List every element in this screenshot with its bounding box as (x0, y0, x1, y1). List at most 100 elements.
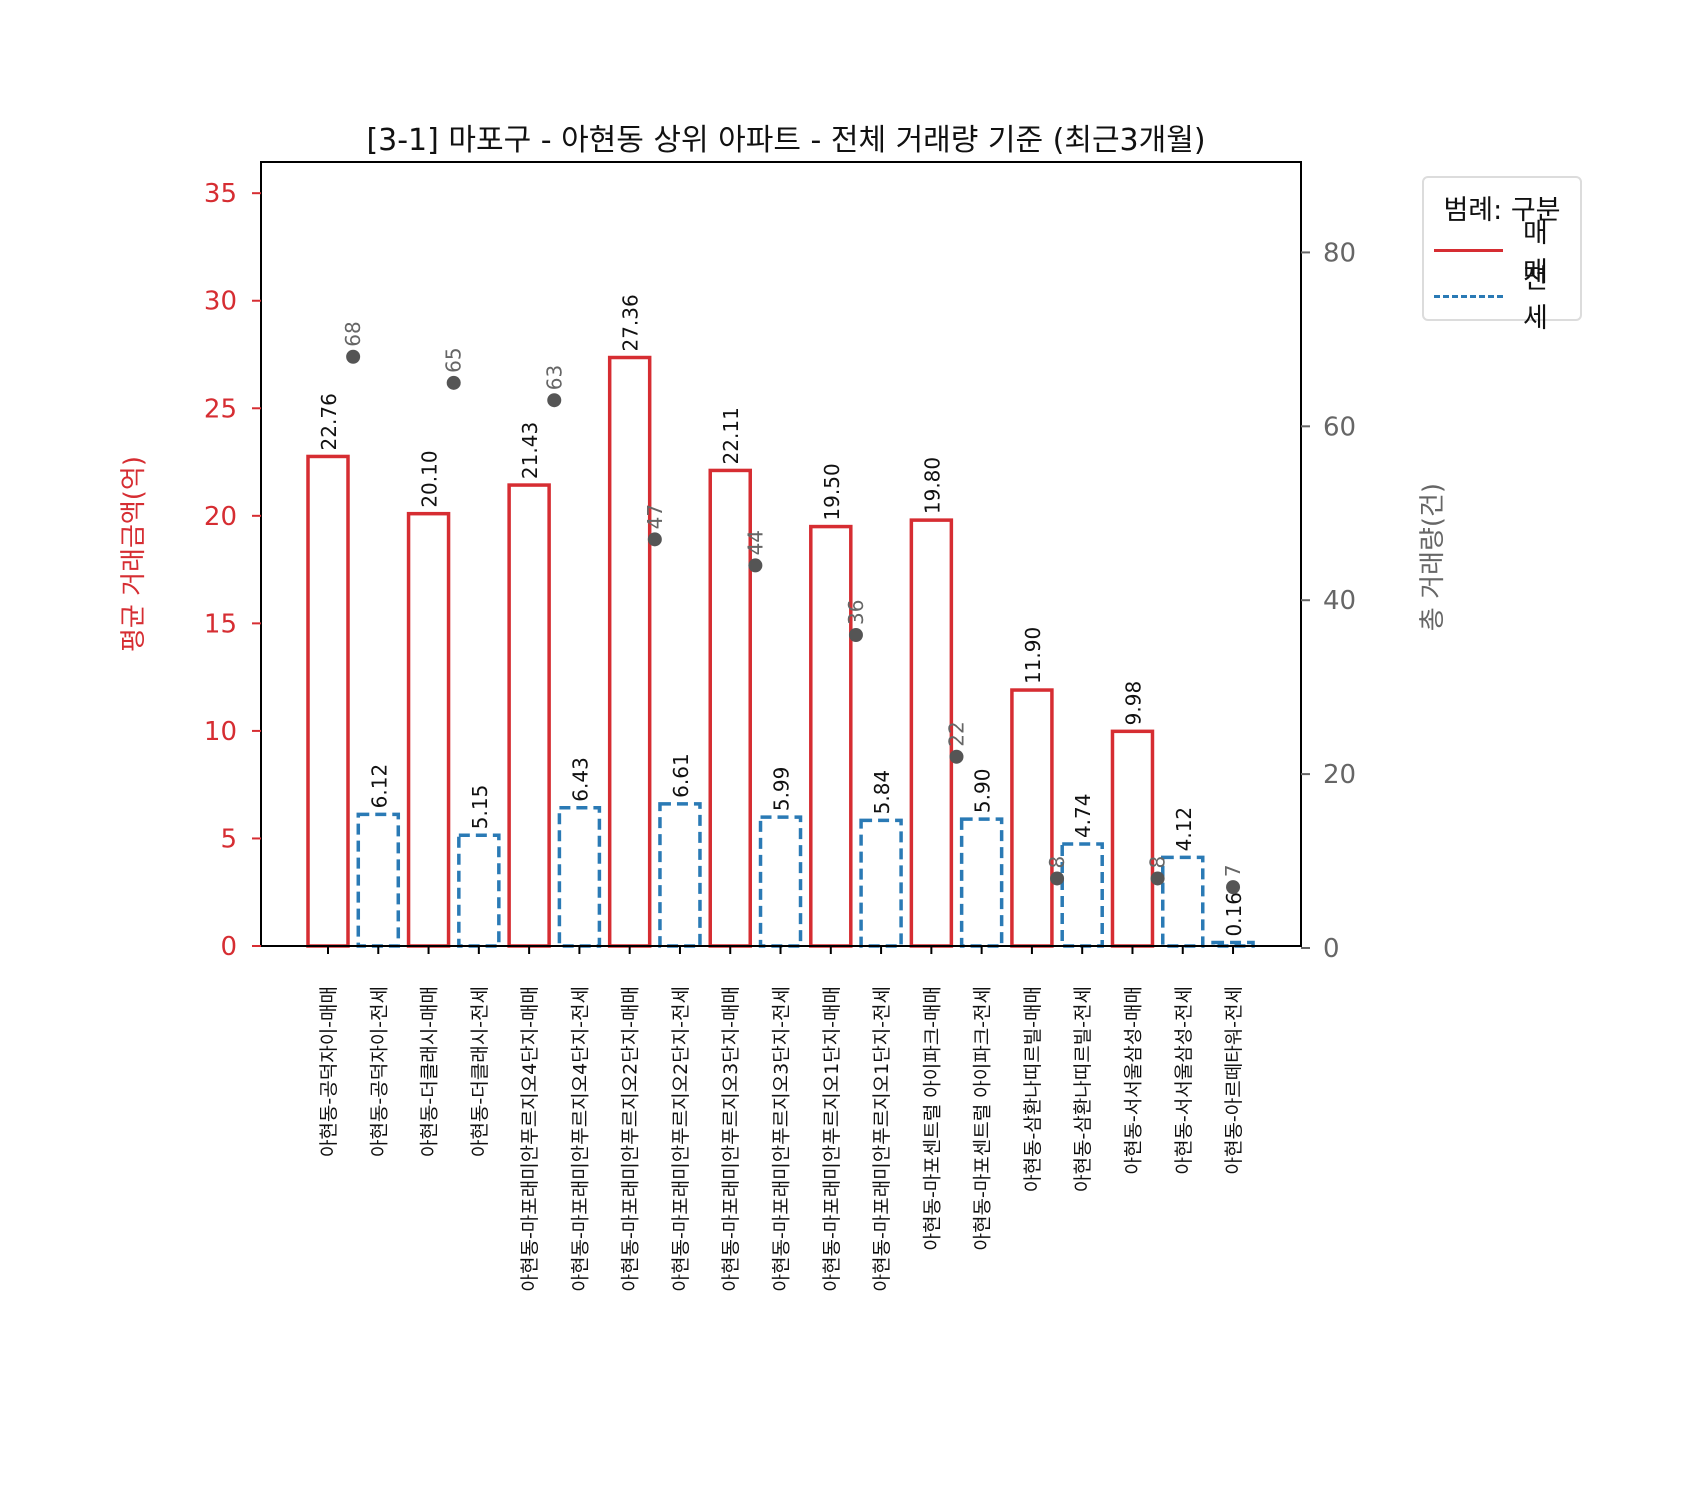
count-dot (547, 393, 562, 408)
left-tick-label: 0 (220, 932, 237, 962)
legend-title: 범례: 구분 (1443, 195, 1561, 226)
bar-value-label: 5.90 (971, 769, 995, 814)
count-dot (748, 558, 763, 573)
jeonse-bar (758, 815, 803, 948)
legend-item-jeonse: 전세 (1434, 264, 1572, 334)
x-tick-label: 아현동-공덕자이-전세 (368, 986, 390, 1157)
x-tick-label: 아현동-마포래미안푸르지오1단지-매매 (821, 986, 843, 1291)
jeonse-bar (356, 812, 401, 948)
bar-value-label: 22.11 (719, 407, 743, 464)
jeonse-bar (1161, 855, 1205, 948)
bar-value-label: 4.12 (1172, 807, 1196, 852)
x-tick-label: 아현동-서서울삼성-매매 (1122, 986, 1144, 1175)
x-tick-label: 아현동-마포래미안푸르지오2단지-매매 (620, 986, 642, 1291)
sale-bar (306, 454, 350, 948)
count-dot (1050, 871, 1065, 886)
count-dot (1150, 871, 1165, 886)
bar-value-label: 5.15 (468, 785, 492, 830)
legend-solid-line-icon (1434, 248, 1504, 252)
bar-value-label: 5.84 (870, 770, 894, 815)
left-y-axis-label: 평균 거래금액(억) (119, 456, 149, 652)
right-y-axis: 0 20 40 60 80 (1301, 238, 1356, 964)
right-tick-label: 60 (1323, 412, 1356, 442)
jeonse-bar (859, 818, 903, 948)
right-tick-label: 80 (1323, 238, 1356, 268)
chart-title: [3-1] 마포구 - 아현동 상위 아파트 - 전체 거래량 기준 (최근3개… (366, 123, 1205, 158)
jeonse-bar (1211, 940, 1255, 948)
bar-value-label: 19.80 (920, 457, 944, 514)
left-tick-label: 30 (204, 287, 237, 317)
bar-value-label: 19.50 (820, 463, 844, 520)
x-tick-label: 아현동-마포센트럴 아이파크-매매 (921, 986, 943, 1250)
count-value-label: 8 (1045, 856, 1069, 869)
count-dot (848, 627, 863, 642)
x-tick-label: 아현동-아르떼타워-전세 (1223, 986, 1245, 1175)
bar-value-label: 0.16 (1222, 892, 1246, 937)
jeonse-bar (658, 802, 702, 948)
x-tick-label: 아현동-서서울삼성-전세 (1173, 986, 1195, 1175)
x-tick-label: 아현동-삼환나띠르빌-전세 (1072, 986, 1094, 1192)
jeonse-bar (557, 805, 602, 948)
plot-area: 22.76 6.12 20.10 5.15 21.43 6.43 27.36 6.61 22.1… (306, 294, 1255, 948)
bar-value-label: 6.12 (367, 764, 391, 809)
count-value-label: 65 (442, 347, 466, 372)
x-tick-label: 아현동-삼환나띠르빌-매매 (1022, 986, 1044, 1192)
legend-dashed-line-icon (1434, 294, 1504, 298)
bar-value-label: 9.98 (1121, 681, 1145, 726)
x-tick-label: 아현동-마포래미안푸르지오4단지-전세 (569, 986, 591, 1291)
legend-label-sale: 매매 (1523, 218, 1548, 288)
count-dot (949, 749, 964, 764)
count-value-label: 68 (341, 321, 365, 346)
count-value-label: 8 (1146, 856, 1170, 869)
bar-value-label: 20.10 (418, 450, 442, 507)
left-y-axis: 0 5 10 15 20 25 30 35 (204, 179, 261, 962)
sale-bar (507, 483, 551, 948)
x-tick-label: 아현동-마포래미안푸르지오2단지-전세 (670, 986, 692, 1291)
right-tick-label: 20 (1323, 760, 1356, 790)
bar-value-label: 6.61 (669, 753, 693, 798)
x-tick-label: 아현동-마포센트럴 아이파크-전세 (972, 986, 994, 1250)
count-value-label: 63 (542, 365, 566, 390)
x-tick-label: 아현동-마포래미안푸르지오4단지-매매 (519, 986, 541, 1291)
x-axis: 아현동-공덕자이-매매 아현동-공덕자이-전세 아현동-더클래시-매매 아현동-더클래… (318, 946, 1245, 1291)
count-dot (446, 375, 461, 390)
legend: 범례: 구분 매매 전세 (1422, 176, 1582, 334)
x-tick-label: 아현동-마포래미안푸르지오3단지-매매 (720, 986, 742, 1291)
left-tick-label: 5 (220, 824, 237, 854)
x-tick-label: 아현동-마포래미안푸르지오3단지-전세 (771, 986, 793, 1291)
left-tick-label: 20 (204, 502, 237, 532)
bar-value-label: 21.43 (518, 422, 542, 479)
left-tick-label: 25 (204, 394, 237, 424)
jeonse-bar (457, 833, 501, 948)
count-value-label: 36 (844, 600, 868, 625)
count-value-label: 22 (945, 721, 969, 746)
x-tick-label: 아현동-공덕자이-매매 (318, 986, 340, 1157)
bar-value-label: 27.36 (619, 294, 643, 351)
count-value-label: 44 (743, 530, 767, 555)
x-tick-label: 아현동-더클래시-매매 (419, 986, 441, 1157)
sale-bar (1110, 729, 1155, 948)
bar-value-label: 5.99 (770, 767, 794, 812)
sale-bar (607, 355, 652, 948)
legend-item-sale: 매매 (1434, 218, 1572, 288)
x-tick-label: 아현동-더클래시-전세 (469, 986, 491, 1157)
jeonse-bar (959, 817, 1004, 948)
count-value-label: 7 (1221, 864, 1245, 877)
left-tick-label: 35 (204, 179, 237, 209)
bar-value-label: 11.90 (1021, 627, 1045, 684)
left-tick-label: 10 (204, 717, 237, 747)
sale-bar (1010, 688, 1054, 948)
x-tick-label: 아현동-마포래미안푸르지오1단지-전세 (871, 986, 893, 1291)
count-value-label: 47 (643, 504, 667, 529)
plot-frame (260, 161, 1302, 947)
right-tick-label: 40 (1323, 586, 1356, 616)
sale-bar (809, 524, 853, 948)
count-dot (647, 532, 662, 547)
sale-bar (406, 511, 451, 948)
legend-label-jeonse: 전세 (1523, 264, 1548, 334)
bar-value-label: 4.74 (1071, 794, 1095, 839)
right-tick-label: 0 (1323, 934, 1340, 964)
left-tick-label: 15 (204, 609, 237, 639)
right-y-axis-label: 총 거래량(건) (1418, 483, 1448, 631)
